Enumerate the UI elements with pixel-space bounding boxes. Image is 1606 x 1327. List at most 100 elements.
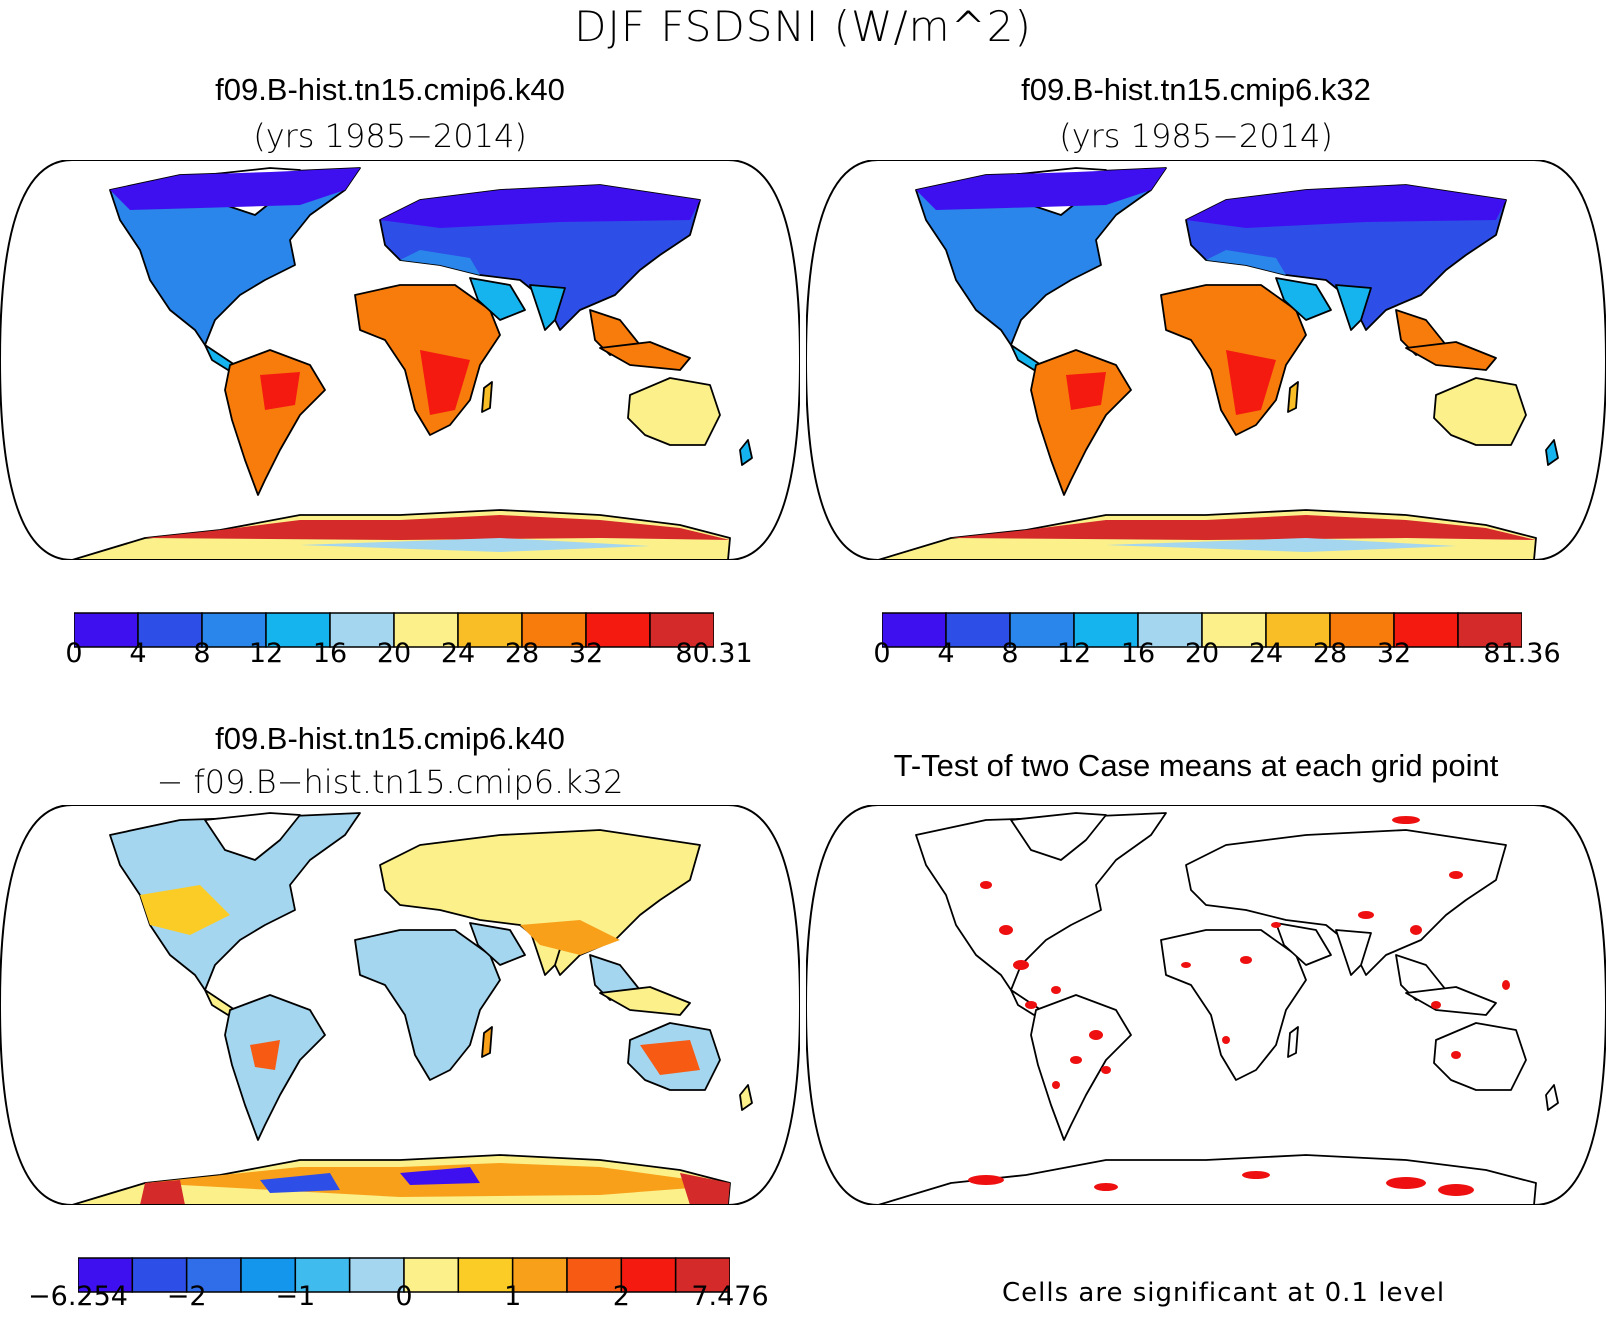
continent-india (529, 284, 566, 331)
colorbar-tick-label: 80.31 (675, 638, 753, 669)
colorbar-swatch (348, 1257, 405, 1293)
colorbar-swatch (882, 612, 947, 648)
figure-title: DJF FSDSNI (W/m^2) (574, 2, 1032, 51)
significant-cell (1052, 1081, 1060, 1089)
continent-australia (1433, 1022, 1527, 1091)
continent-madagascar (1287, 381, 1299, 413)
significant-cell (968, 1175, 1004, 1185)
continent-arabia (469, 277, 526, 321)
significant-cell (1101, 1066, 1111, 1074)
colorbar-tick-label: 2 (612, 1281, 630, 1312)
significant-cell (1094, 1183, 1118, 1191)
continent-madagascar (481, 1026, 493, 1058)
field-diff-antarctica-pos (680, 1173, 730, 1205)
continent-madagascar (1287, 1026, 1299, 1058)
continent-australia (1433, 377, 1527, 446)
continent-south-america (1030, 349, 1132, 496)
field-southern-africa-max (1226, 350, 1276, 415)
continent-south-america (1030, 994, 1132, 1141)
map-panel-k40 (0, 160, 800, 560)
field-south-america-max (260, 372, 300, 410)
continent-eurasia (1185, 829, 1507, 976)
field-mediterranean (400, 250, 480, 275)
map-panel-k32 (806, 160, 1606, 560)
field-mediterranean (1206, 250, 1286, 275)
field-antarctic-coast (145, 515, 730, 540)
panel-title-bottom-right: T-Test of two Case means at each grid po… (893, 748, 1499, 783)
field-eurasia-high-lat (380, 185, 700, 228)
colorbar-tick-label: 24 (1248, 638, 1284, 669)
field-southern-africa-max (420, 350, 470, 415)
map-panel-difference (0, 805, 800, 1205)
field-diff-antarctica-pos (140, 1180, 185, 1205)
significant-cell (999, 925, 1013, 935)
significant-cell (1449, 871, 1463, 879)
panel-title-top-right: f09.B-hist.tn15.cmip6.k32 (1021, 72, 1371, 107)
field-south-america-max (1066, 372, 1106, 410)
significant-cell (1025, 1001, 1037, 1009)
colorbar-swatch (185, 1257, 242, 1293)
colorbar-swatch (1265, 612, 1331, 648)
colorbar-swatches (882, 612, 1522, 648)
colorbar-swatch (457, 612, 523, 648)
field-eurasia-high-lat (1186, 185, 1506, 228)
map-content (0, 805, 800, 1205)
colorbar-k40: 0 4 8 12 16 20 24 28 32 80.31 (65, 612, 753, 692)
colorbar-tick-label: 16 (1120, 638, 1156, 669)
significant-cell (1358, 911, 1374, 919)
colorbar-tick-label: 8 (193, 638, 211, 669)
field-north-america-high-lat (916, 168, 1166, 210)
field-diff-asia (520, 920, 620, 955)
continent-maritime-continent (599, 341, 691, 371)
colorbar-swatch (393, 612, 459, 648)
map-content (806, 805, 1606, 1205)
significant-cell (1438, 1184, 1474, 1196)
colorbar-tick-label: 81.36 (1483, 638, 1561, 669)
colorbar-tick-label: 4 (937, 638, 955, 669)
colorbar-swatch (201, 612, 267, 648)
significance-note: Cells are significant at 0.1 level (1002, 1278, 1446, 1308)
map-border (0, 160, 800, 560)
continent-arabia (1275, 922, 1332, 966)
significant-cell (980, 881, 992, 889)
field-antarctic-coast (951, 515, 1536, 540)
colorbar-tick-label: 12 (248, 638, 284, 669)
continent-africa (354, 929, 501, 1081)
significant-cell (1271, 922, 1281, 928)
field-north-america-high-lat (110, 168, 360, 210)
significant-cell (1181, 962, 1191, 968)
colorbar-swatch (566, 1257, 623, 1293)
colorbar-tick-label: 4 (129, 638, 147, 669)
continent-arabia (469, 922, 526, 966)
continent-madagascar (481, 381, 493, 413)
colorbar-tick-label: 24 (440, 638, 476, 669)
continent-arabia (1275, 277, 1332, 321)
continent-australia (627, 377, 721, 446)
colorbar-tick-label: 28 (504, 638, 540, 669)
significant-cell (1089, 1030, 1103, 1040)
significant-cell (1386, 1177, 1426, 1189)
colorbar-swatch (403, 1257, 460, 1293)
continent-maritime-continent (599, 986, 691, 1016)
colorbar-tick-label: 28 (1312, 638, 1348, 669)
colorbar-tick-label: 32 (568, 638, 604, 669)
significant-cell (1410, 925, 1422, 935)
map-border (806, 160, 1606, 560)
significant-cell (1242, 1171, 1270, 1179)
field-diff-south-america (250, 1040, 280, 1070)
colorbar-swatch (240, 1257, 297, 1293)
colorbar-tick-label: 0 (873, 638, 891, 669)
continent-africa (1160, 929, 1307, 1081)
colorbar-swatch (457, 1257, 514, 1293)
continent-greenland (1010, 812, 1107, 861)
map-content (0, 160, 800, 560)
continent-india (1335, 284, 1372, 331)
colorbar-k32: 0 4 8 12 16 20 24 28 32 81.36 (873, 612, 1561, 692)
colorbar-swatches (74, 612, 714, 648)
panel-title-top-left: f09.B-hist.tn15.cmip6.k40 (215, 72, 565, 107)
significant-cell (1502, 980, 1510, 990)
map-content (806, 160, 1606, 560)
colorbar-tick-label: 0 (395, 1281, 413, 1312)
colorbar-swatch (137, 612, 203, 648)
colorbar-tick-label: 7.476 (691, 1281, 769, 1312)
